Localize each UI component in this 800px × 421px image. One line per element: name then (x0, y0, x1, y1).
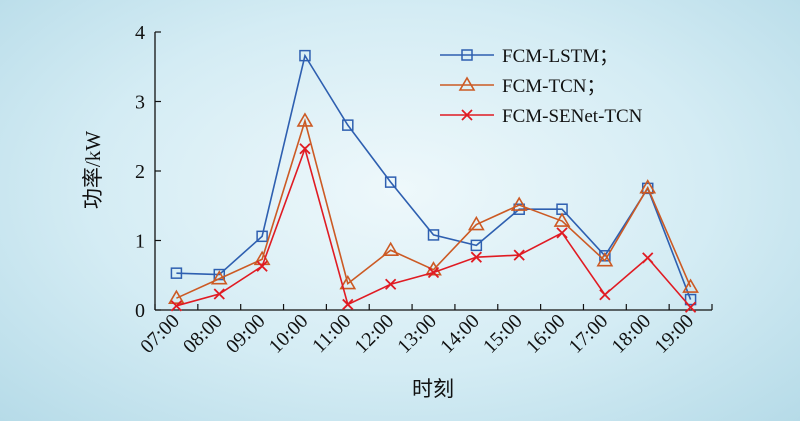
x-tick-label: 13:00 (393, 310, 441, 358)
x-tick-label: 16:00 (522, 310, 570, 358)
x-axis-ticks: 07:0008:0009:0010:0011:0012:0013:0014:00… (136, 304, 713, 358)
cross-stroke (470, 251, 482, 263)
data-point-triangle (382, 241, 400, 257)
data-point-square (470, 239, 483, 252)
data-point-triangle (296, 112, 314, 127)
legend-entry: FCM-TCN； (440, 76, 605, 97)
data-point-cross (342, 298, 354, 311)
x-tick-label: 09:00 (222, 310, 270, 358)
legend-label: FCM-LSTM； (502, 46, 618, 67)
data-point-cross (642, 252, 654, 264)
series-line (176, 118, 692, 299)
cross-stroke (556, 227, 568, 239)
legend-label: FCM-SENet-TCN (502, 106, 643, 127)
x-tick-label: 19:00 (650, 310, 698, 358)
x-tick-label: 17:00 (565, 310, 613, 358)
series-line (176, 146, 692, 308)
y-tick-label: 2 (135, 161, 145, 183)
data-point-cross (599, 289, 611, 301)
x-tick-label: 15:00 (479, 310, 527, 358)
y-tick-label: 0 (135, 300, 145, 322)
y-tick-label: 1 (135, 231, 145, 253)
data-point-square (684, 293, 697, 306)
cross-stroke (599, 289, 611, 301)
x-tick-label: 11:00 (308, 310, 355, 357)
data-point-triangle (682, 278, 699, 293)
x-axis-title: 时刻 (412, 377, 454, 401)
series-layer (168, 49, 699, 313)
cross-stroke (256, 260, 268, 272)
x-tick-label: 12:00 (350, 310, 398, 358)
cross-stroke (170, 300, 183, 312)
y-tick-label: 4 (135, 22, 145, 44)
x-tick-label: 14:00 (436, 310, 484, 358)
data-point-cross (299, 143, 311, 155)
data-point-triangle (168, 289, 185, 304)
data-point-triangle (467, 215, 485, 231)
data-point-square (256, 230, 268, 243)
legend-label: FCM-TCN； (502, 76, 605, 97)
y-axis-ticks: 0 1 2 3 4 (135, 22, 161, 322)
series-3 (170, 143, 697, 313)
data-point-cross (556, 227, 568, 239)
cross-stroke (642, 252, 654, 264)
data-point-square (342, 119, 354, 131)
cross-stroke (427, 266, 440, 279)
x-tick-label: 18:00 (607, 310, 655, 358)
cross-stroke (213, 288, 225, 300)
data-point-triangle (339, 275, 357, 290)
cross-stroke (461, 109, 473, 121)
data-point-cross (427, 266, 440, 279)
plot-area (154, 32, 712, 311)
legend-entry: FCM-LSTM； (440, 46, 618, 67)
series-1 (170, 49, 697, 306)
data-point-cross (461, 109, 473, 121)
data-point-square (170, 267, 183, 279)
x-tick-label: 08:00 (179, 310, 227, 358)
data-point-triangle (458, 76, 476, 91)
y-axis-title: 功率/kW (81, 131, 105, 209)
data-point-square (427, 229, 440, 241)
data-point-square (384, 176, 397, 188)
y-tick-label: 3 (135, 92, 145, 114)
data-point-triangle (210, 270, 228, 285)
cross-stroke (342, 298, 354, 311)
data-point-triangle (596, 252, 614, 267)
data-point-triangle (553, 212, 571, 227)
data-point-cross (256, 260, 268, 272)
data-point-cross (513, 249, 525, 261)
cross-stroke (299, 143, 311, 155)
series-line (176, 53, 692, 300)
cross-stroke (684, 301, 697, 313)
data-point-cross (385, 278, 397, 290)
data-point-square (461, 49, 473, 61)
cross-stroke (385, 278, 397, 290)
data-point-cross (170, 300, 183, 312)
legend: FCM-LSTM； FCM-TCN； FCM-SENet-TCN (440, 46, 643, 127)
data-point-triangle (639, 179, 657, 194)
data-point-square (299, 49, 311, 62)
legend-entry: FCM-SENet-TCN (440, 106, 643, 127)
x-tick-label: 10:00 (265, 310, 313, 358)
data-point-triangle (510, 196, 528, 211)
data-point-cross (470, 251, 482, 263)
data-point-cross (213, 288, 225, 300)
cross-stroke (513, 249, 525, 261)
data-point-cross (684, 301, 697, 313)
